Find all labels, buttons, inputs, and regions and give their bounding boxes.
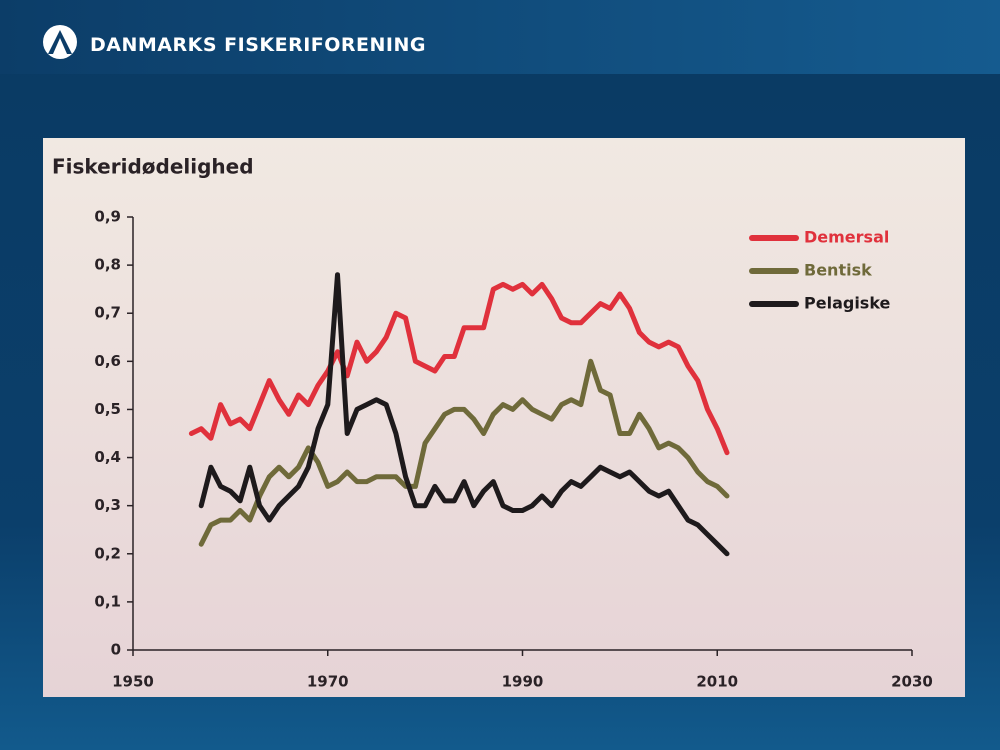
- y-tick-label: 0,7: [94, 304, 121, 322]
- legend-label: Demersal: [804, 228, 889, 247]
- data-line: [188, 281, 730, 456]
- y-tick-label: 0,1: [94, 592, 121, 610]
- data-line: [198, 272, 730, 557]
- y-tick-label: 0: [111, 641, 121, 659]
- x-tick-label: 1990: [502, 673, 544, 691]
- data-line: [198, 358, 730, 547]
- chart-title: Fiskeridødelighed: [52, 155, 254, 179]
- y-tick-label: 0,6: [94, 352, 121, 370]
- legend-label: Pelagiske: [804, 294, 891, 313]
- y-tick-label: 0,4: [94, 448, 121, 466]
- x-tick-label: 2010: [696, 673, 738, 691]
- header-bar: DANMARKS FISKERIFORENING: [0, 0, 1000, 74]
- y-tick-label: 0,2: [94, 544, 121, 562]
- chart-panel: [43, 138, 965, 697]
- y-tick-label: 0,3: [94, 496, 121, 514]
- legend-label: Bentisk: [804, 261, 872, 280]
- y-tick-label: 0,5: [94, 400, 121, 418]
- logo: [43, 25, 77, 59]
- x-tick-label: 1950: [112, 673, 154, 691]
- x-tick-label: 2030: [891, 673, 933, 691]
- y-tick-label: 0,9: [94, 208, 121, 226]
- y-tick-label: 0,8: [94, 256, 121, 274]
- header-title: DANMARKS FISKERIFORENING: [90, 34, 426, 56]
- x-tick-label: 1970: [307, 673, 349, 691]
